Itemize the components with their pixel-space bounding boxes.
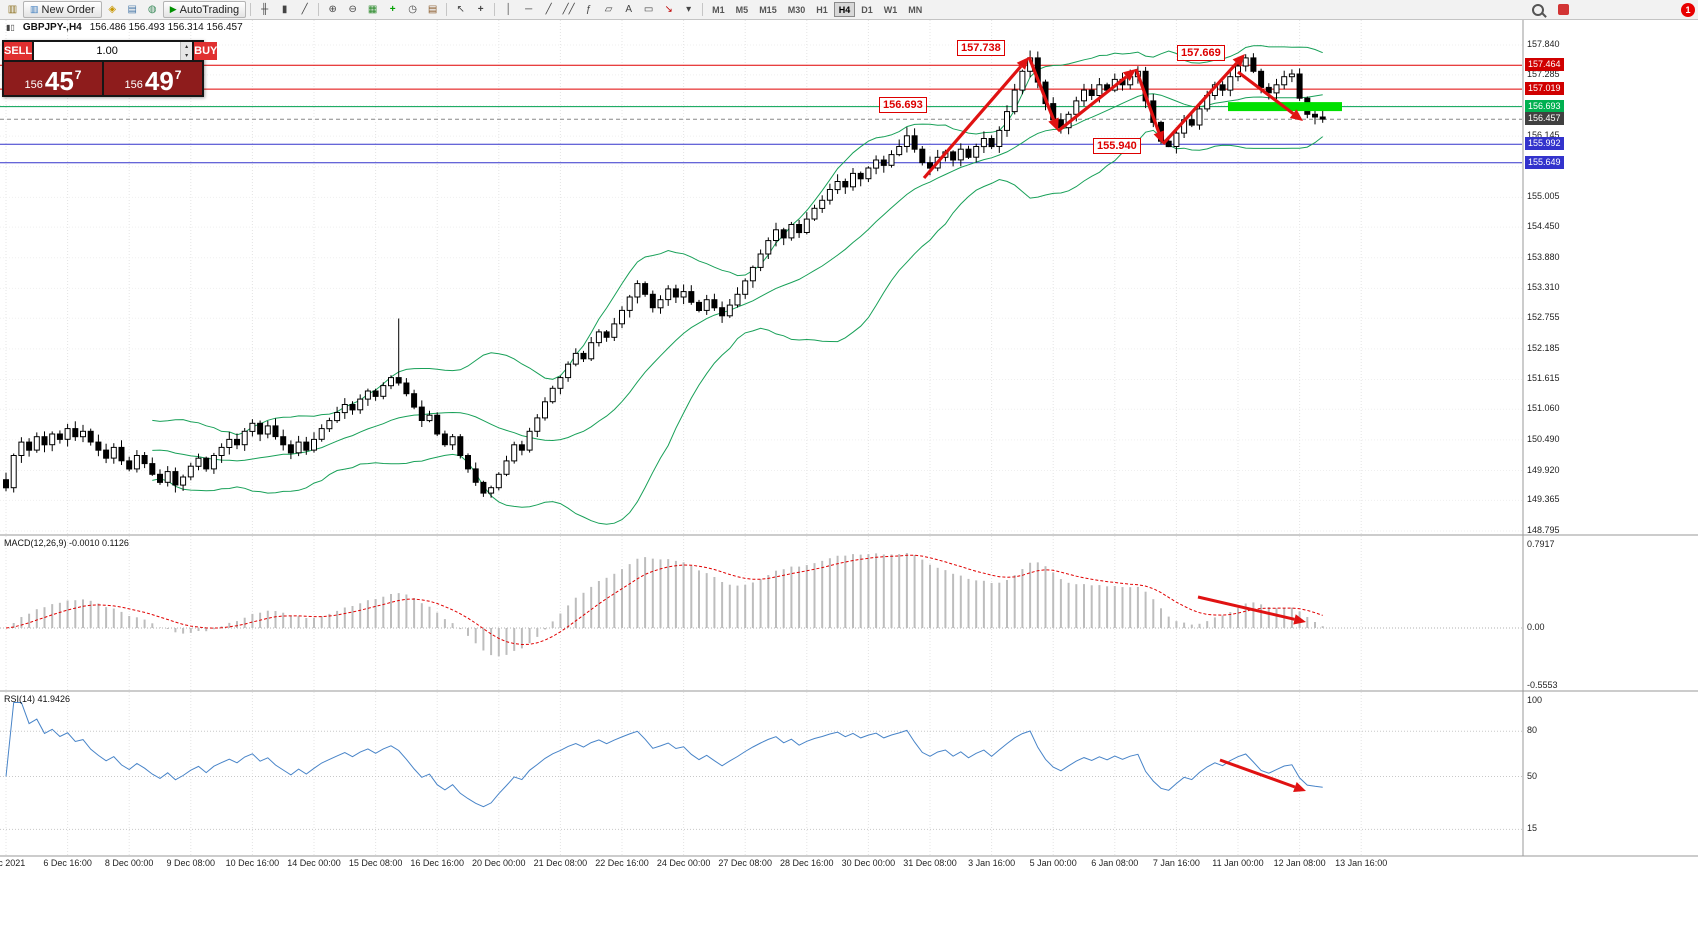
buy-price-sup: 7 xyxy=(174,68,182,82)
timeframe-H1[interactable]: H1 xyxy=(816,4,828,15)
market-watch-icon[interactable]: ◈ xyxy=(108,4,117,15)
symbol-icon: ▮▯ xyxy=(6,23,15,32)
tile-windows-icon[interactable]: ▦ xyxy=(367,4,378,15)
zoom-out-icon[interactable]: ⊖ xyxy=(348,4,357,15)
one-click-trading-panel: SELL ▴ ▾ BUY 156 45 7 156 49 7 xyxy=(2,40,218,97)
bar-chart-icon[interactable]: ╫ xyxy=(261,4,269,15)
sell-button[interactable]: SELL xyxy=(4,42,33,60)
sell-price-big: 45 xyxy=(44,66,74,96)
lot-decrease-button[interactable]: ▾ xyxy=(185,53,189,59)
timeline-label: 28 Dec 16:00 xyxy=(780,858,834,868)
timeline-label: 11 Jan 00:00 xyxy=(1212,858,1264,868)
buy-button[interactable]: BUY xyxy=(194,42,218,60)
horizontal-line-icon[interactable]: ─ xyxy=(525,4,533,15)
timeframe-M5[interactable]: M5 xyxy=(735,4,749,15)
indicators-icon[interactable]: + xyxy=(389,4,396,15)
timeline-label: 3 Jan 16:00 xyxy=(968,858,1016,868)
timeframe-M15[interactable]: M15 xyxy=(759,4,777,15)
zoom-in-icon[interactable]: ⊕ xyxy=(328,4,337,15)
bollinger-bands xyxy=(152,45,1324,525)
macd-pane xyxy=(0,553,1522,657)
rsi-header: RSI(14) 41.9426 xyxy=(4,694,71,704)
toolbar: ▥ ▥ New Order ◈ ▤ ◍ ▶ AutoTrading ╫ ▮ ╱ ⊕ ⊖ ▦ + ◷ ▤ ↖ + │ ─ ╱… xyxy=(0,0,1698,20)
timeframe-H4[interactable]: H4 xyxy=(833,2,856,17)
timeline-label: 22 Dec 16:00 xyxy=(595,858,649,868)
lot-size-field: ▴ ▾ xyxy=(34,42,193,60)
timeline-label: 15 Dec 08:00 xyxy=(348,858,403,868)
notification-badge[interactable]: 1 xyxy=(1681,2,1695,17)
channel-icon[interactable]: ╱╱ xyxy=(562,4,575,15)
time-axis[interactable]: Dec 2021 6 Dec 16:00 8 Dec 00:00 9 Dec 08:0… xyxy=(0,856,1698,872)
navigator-icon[interactable]: ◍ xyxy=(147,4,157,15)
timeframe-W1[interactable]: W1 xyxy=(883,4,898,15)
timeframe-MN[interactable]: MN xyxy=(908,4,923,15)
buy-price-prefix: 156 xyxy=(124,79,143,91)
sell-price-prefix: 156 xyxy=(24,79,43,91)
timeline-label: Dec 2021 xyxy=(0,858,26,868)
timeline-label: 6 Jan 08:00 xyxy=(1091,858,1139,868)
timeline-label: 12 Jan 08:00 xyxy=(1273,858,1326,868)
timeline-label: 13 Jan 16:00 xyxy=(1335,858,1388,868)
chart-window-icon[interactable]: ▥ xyxy=(7,4,18,15)
timeline-label: 5 Jan 00:00 xyxy=(1029,858,1077,868)
buy-price-big: 49 xyxy=(144,66,174,96)
data-window-icon[interactable]: ▤ xyxy=(127,4,137,15)
lot-spinner: ▴ ▾ xyxy=(180,42,193,60)
line-chart-icon[interactable]: ╱ xyxy=(301,4,308,15)
sell-price[interactable]: 156 45 7 xyxy=(4,62,102,95)
shapes-icon[interactable]: ▱ xyxy=(604,4,613,15)
timeline-label: 8 Dec 00:00 xyxy=(104,858,154,868)
rsi-pane xyxy=(0,702,1522,830)
macd-header: MACD(12,26,9) -0.0010 0.1126 xyxy=(4,538,129,548)
timeframe-M1[interactable]: M1 xyxy=(712,4,725,15)
lot-increase-button[interactable]: ▴ xyxy=(185,44,189,50)
gridlines xyxy=(0,20,1698,857)
sell-price-sup: 7 xyxy=(74,68,82,82)
timeline-label: 10 Dec 16:00 xyxy=(225,858,280,868)
trend-arrows xyxy=(922,54,1306,792)
templates-icon[interactable]: ▤ xyxy=(427,4,438,15)
timeline-label: 9 Dec 08:00 xyxy=(166,858,216,868)
timeline-label: 31 Dec 08:00 xyxy=(903,858,957,868)
timeframe-D1[interactable]: D1 xyxy=(861,4,873,15)
price-axis[interactable] xyxy=(1524,19,1584,856)
lot-input[interactable] xyxy=(34,42,181,60)
vertical-line-icon[interactable]: │ xyxy=(505,4,512,15)
symbol-header: ▮▯ GBPJPY-,H4 156.486 156.493 156.314 15… xyxy=(6,22,243,33)
candles xyxy=(3,50,1326,498)
dropdown-icon[interactable]: ▾ xyxy=(686,4,692,15)
autotrading-button[interactable]: ▶ AutoTrading xyxy=(162,1,247,18)
symbol-title: GBPJPY-,H4 xyxy=(22,22,82,33)
symbol-ohlc: 156.486 156.493 156.314 156.457 xyxy=(89,22,243,33)
autotrading-button-label: AutoTrading xyxy=(179,3,240,16)
buy-price[interactable]: 156 49 7 xyxy=(104,62,202,95)
new-order-button-label: New Order xyxy=(41,3,95,16)
trendline-icon[interactable]: ╱ xyxy=(545,4,552,15)
candlestick-chart-icon[interactable]: ▮ xyxy=(281,4,288,15)
timeline-label: 30 Dec 00:00 xyxy=(841,858,896,868)
periods-icon[interactable]: ◷ xyxy=(408,4,418,15)
label-icon[interactable]: ▭ xyxy=(643,4,654,15)
search-icon[interactable] xyxy=(1532,3,1544,16)
alert-icon[interactable] xyxy=(1558,4,1569,15)
new-order-button-icon: ▥ xyxy=(30,4,39,14)
fibonacci-icon[interactable]: ƒ xyxy=(585,4,592,15)
new-order-button[interactable]: ▥ New Order xyxy=(23,1,102,18)
timeline-label: 16 Dec 16:00 xyxy=(410,858,464,868)
arrows-icon[interactable]: ↘ xyxy=(664,4,673,15)
chart-canvas[interactable] xyxy=(0,0,1698,880)
timeframe-M30[interactable]: M30 xyxy=(787,4,806,15)
timeline-label: 7 Jan 16:00 xyxy=(1152,858,1200,868)
timeline-label: 21 Dec 08:00 xyxy=(533,858,588,868)
timeline-label: 20 Dec 00:00 xyxy=(472,858,526,868)
timeline-label: 24 Dec 00:00 xyxy=(656,858,711,868)
crosshair-icon[interactable]: + xyxy=(477,4,484,15)
cursor-icon[interactable]: ↖ xyxy=(456,4,465,15)
text-icon[interactable]: A xyxy=(625,4,632,15)
timeline-label: 27 Dec 08:00 xyxy=(718,858,772,868)
timeline-label: 6 Dec 16:00 xyxy=(43,858,92,868)
timeline-label: 14 Dec 00:00 xyxy=(287,858,341,868)
autotrading-button-icon: ▶ xyxy=(169,4,177,14)
